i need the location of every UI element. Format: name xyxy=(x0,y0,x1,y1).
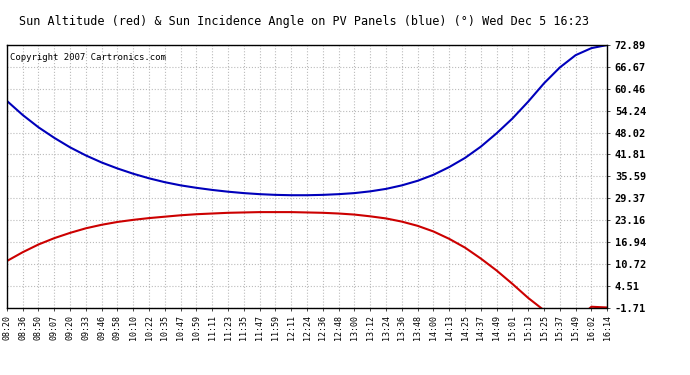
Text: Sun Altitude (red) & Sun Incidence Angle on PV Panels (blue) (°) Wed Dec 5 16:23: Sun Altitude (red) & Sun Incidence Angle… xyxy=(19,15,589,28)
Text: Copyright 2007 Cartronics.com: Copyright 2007 Cartronics.com xyxy=(10,53,166,62)
